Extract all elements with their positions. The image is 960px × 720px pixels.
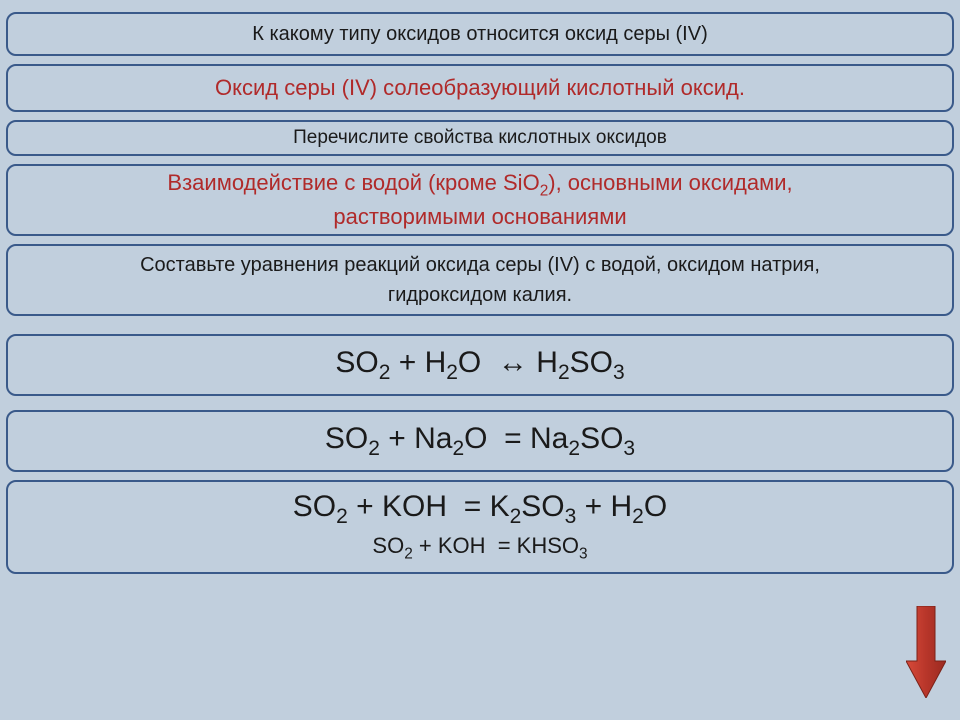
equation-2-box: SO2 + Na2O = Na2SO3 — [6, 410, 954, 472]
subscript-2: 2 — [540, 182, 549, 199]
answer-2-line2: растворимыми основаниями — [333, 202, 626, 233]
question-3-line1: Составьте уравнения реакций оксида серы … — [140, 250, 820, 280]
question-3-box: Составьте уравнения реакций оксида серы … — [6, 244, 954, 316]
equation-2: SO2 + Na2O = Na2SO3 — [325, 422, 635, 461]
equation-1: SO2 + H2O ↔ H2SO3 — [335, 346, 624, 385]
answer-2-line1: Взаимодействие с водой (кроме SiO2), осн… — [167, 168, 792, 202]
question-1-box: К какому типу оксидов относится оксид се… — [6, 12, 954, 56]
question-1-text: К какому типу оксидов относится оксид се… — [252, 23, 708, 46]
equation-3b: SO2 + KOH = KHSO3 — [372, 533, 587, 563]
question-2-text: Перечислите свойства кислотных оксидов — [293, 127, 667, 149]
answer-2-box: Взаимодействие с водой (кроме SiO2), осн… — [6, 164, 954, 236]
equation-3a: SO2 + KOH = K2SO3 + H2O — [293, 490, 667, 529]
answer-1-text: Оксид серы (IV) солеобразующий кислотный… — [215, 75, 745, 101]
equation-1-box: SO2 + H2O ↔ H2SO3 — [6, 334, 954, 396]
answer-2-line1-pre: Взаимодействие с водой (кроме SiO — [167, 170, 539, 195]
question-2-box: Перечислите свойства кислотных оксидов — [6, 120, 954, 156]
answer-1-box: Оксид серы (IV) солеобразующий кислотный… — [6, 64, 954, 112]
answer-2-line1-post: ), основными оксидами, — [548, 170, 792, 195]
down-arrow-icon — [906, 606, 946, 698]
question-3-line2: гидроксидом калия. — [388, 280, 572, 310]
equation-3-box: SO2 + KOH = K2SO3 + H2O SO2 + KOH = KHSO… — [6, 480, 954, 574]
